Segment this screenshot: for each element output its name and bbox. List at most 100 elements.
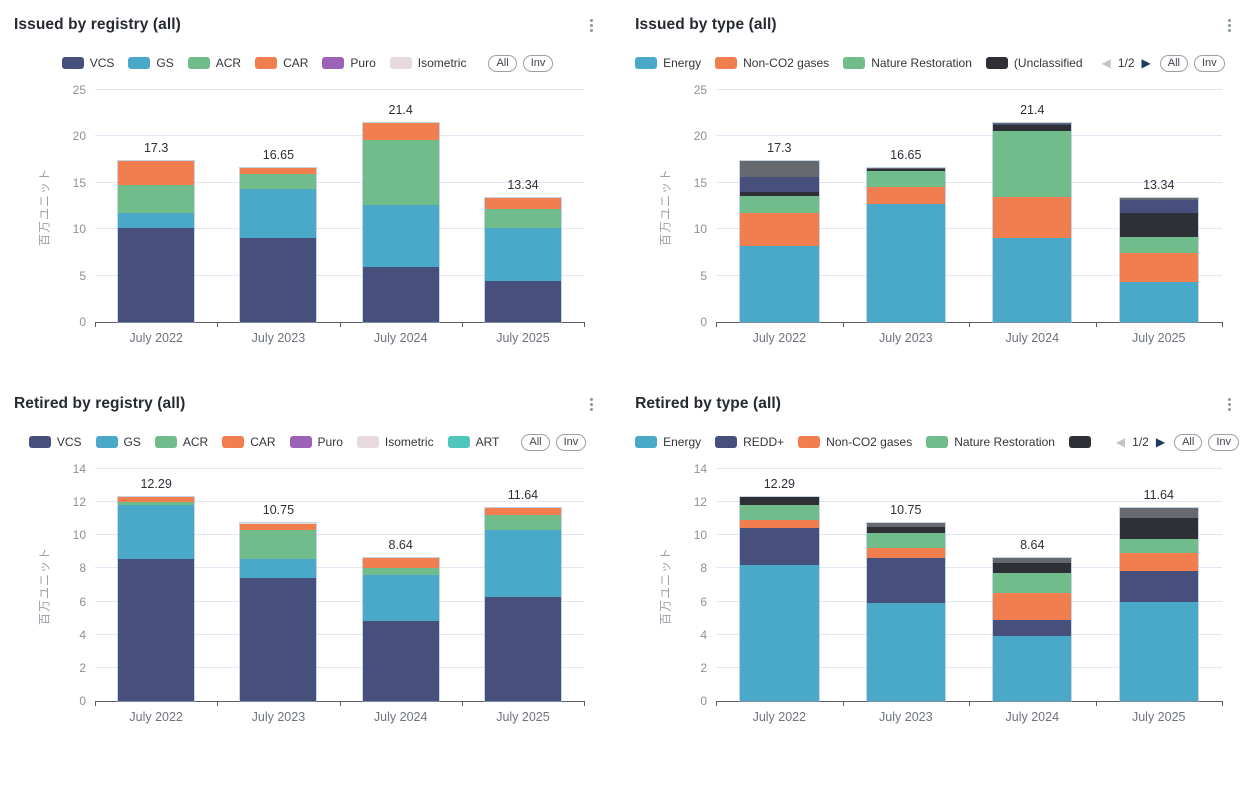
stacked-bar-july-2024[interactable] [361, 122, 440, 323]
bar-segment-unlabeled-gray-legend-p-2[interactable] [993, 557, 1072, 564]
bar-segment-vcs[interactable] [118, 228, 195, 322]
stacked-bar-july-2025[interactable] [1118, 507, 1199, 702]
bar-segment-acr[interactable] [485, 209, 561, 229]
stacked-bar-july-2022[interactable] [739, 496, 820, 702]
bar-segment-car[interactable] [362, 557, 439, 568]
bar-segment-car[interactable] [240, 167, 317, 175]
stacked-bar-july-2024[interactable] [361, 556, 440, 703]
bar-segment-redd[interactable] [1119, 570, 1198, 603]
bar-segment-nature-restoration[interactable] [740, 195, 819, 214]
stacked-bar-july-2023[interactable] [239, 166, 318, 323]
bar-segment-non-co2-gases[interactable] [993, 196, 1072, 238]
kebab-menu-icon[interactable] [1222, 395, 1237, 414]
bar-segment-redd[interactable] [1119, 199, 1198, 214]
legend-inv-button[interactable]: Inv [555, 433, 587, 451]
bar-segment-car[interactable] [362, 123, 439, 141]
legend-item-car[interactable]: CAR [255, 56, 308, 70]
stacked-bar-july-2023[interactable] [865, 166, 947, 323]
bar-segment-redd[interactable] [740, 527, 819, 566]
legend-item-car[interactable]: CAR [222, 435, 276, 449]
bar-segment-acr[interactable] [240, 174, 317, 190]
legend-item-vcs[interactable]: VCS [28, 435, 82, 449]
stacked-bar-july-2023[interactable] [239, 521, 318, 703]
bar-segment-energy[interactable] [740, 565, 819, 701]
bar-segment-unclassified[interactable] [740, 497, 819, 505]
bar-segment-energy[interactable] [866, 203, 945, 322]
bar-segment-non-co2-gases[interactable] [1119, 552, 1198, 571]
legend-item-isometric[interactable]: Isometric [389, 56, 466, 70]
kebab-menu-icon[interactable] [1222, 16, 1237, 35]
bar-segment-vcs[interactable] [240, 238, 317, 322]
bar-segment-vcs[interactable] [485, 596, 561, 701]
legend-item-puro[interactable]: Puro [322, 56, 376, 70]
bar-segment-nature-restoration[interactable] [866, 170, 945, 187]
bar-segment-acr[interactable] [485, 515, 561, 530]
bar-segment-unclassified[interactable] [740, 192, 819, 196]
bar-segment-car[interactable] [240, 523, 317, 530]
bar-segment-nature-restoration[interactable] [1119, 538, 1198, 553]
legend-item-nature-restoration[interactable]: Nature Restoration [926, 435, 1055, 449]
bar-segment-non-co2-gases[interactable] [866, 547, 945, 558]
legend-item-acr[interactable]: ACR [154, 435, 208, 449]
stacked-bar-july-2025[interactable] [484, 507, 562, 702]
bar-segment-unclassified[interactable] [993, 124, 1072, 131]
legend-next-icon[interactable]: ▶ [1155, 435, 1166, 449]
stacked-bar-july-2022[interactable] [117, 160, 196, 323]
legend-item-non-co2-gases[interactable]: Non-CO2 gases [798, 435, 912, 449]
kebab-menu-icon[interactable] [584, 395, 599, 414]
legend-next-icon[interactable]: ▶ [1141, 56, 1151, 70]
bar-segment-gs[interactable] [240, 558, 317, 579]
bar-segment-unclassified[interactable] [866, 168, 945, 171]
bar-segment-car[interactable] [118, 497, 195, 503]
bar-segment-acr[interactable] [362, 567, 439, 576]
bar-segment-unlabeled-gray-legend-p-2[interactable] [1119, 198, 1198, 200]
bar-segment-non-co2-gases[interactable] [740, 213, 819, 246]
legend-item-nature-restoration[interactable]: Nature Restoration [843, 56, 972, 70]
bar-segment-energy[interactable] [740, 245, 819, 322]
bar-segment-acr[interactable] [118, 184, 195, 213]
bar-segment-gs[interactable] [485, 228, 561, 282]
bar-segment-unclassified[interactable] [993, 563, 1072, 574]
bar-segment-nature-restoration[interactable] [1119, 236, 1198, 254]
legend-item-vcs[interactable]: VCS [61, 56, 114, 70]
legend-prev-icon[interactable]: ◀ [1101, 56, 1111, 70]
stacked-bar-july-2022[interactable] [117, 496, 196, 702]
legend-all-button[interactable]: All [1159, 54, 1188, 72]
legend-item-energy[interactable]: Energy [635, 435, 701, 449]
bar-segment-car[interactable] [485, 198, 561, 210]
bar-segment-redd[interactable] [993, 619, 1072, 637]
kebab-menu-icon[interactable] [584, 16, 599, 35]
bar-segment-gs[interactable] [118, 504, 195, 560]
bar-segment-vcs[interactable] [118, 559, 195, 701]
bar-segment-redd[interactable] [740, 177, 819, 193]
legend-item-energy[interactable]: Energy [635, 56, 701, 70]
bar-segment-gs[interactable] [118, 212, 195, 229]
legend-item-unclassified[interactable]: (Unclassified [985, 56, 1083, 70]
bar-segment-car[interactable] [485, 508, 561, 516]
bar-segment-gs[interactable] [362, 575, 439, 621]
legend-item-non-co2-gases[interactable]: Non-CO2 gases [715, 56, 829, 70]
bar-segment-vcs[interactable] [240, 578, 317, 701]
bar-segment-unclassified[interactable] [1119, 517, 1198, 539]
bar-segment-nature-restoration[interactable] [993, 573, 1072, 594]
stacked-bar-july-2023[interactable] [865, 521, 947, 703]
bar-segment-unclassified[interactable] [1119, 213, 1198, 237]
legend-inv-button[interactable]: Inv [522, 54, 554, 72]
bar-segment-non-co2-gases[interactable] [993, 593, 1072, 620]
legend-inv-button[interactable]: Inv [1208, 433, 1239, 451]
bar-segment-energy[interactable] [866, 603, 945, 701]
legend-all-button[interactable]: All [1174, 433, 1203, 451]
bar-segment-car[interactable] [118, 161, 195, 185]
bar-segment-vcs[interactable] [362, 620, 439, 701]
legend-item-art[interactable]: ART [447, 435, 499, 449]
bar-segment-nature-restoration[interactable] [866, 532, 945, 548]
stacked-bar-july-2022[interactable] [739, 160, 820, 323]
legend-all-button[interactable]: All [521, 433, 550, 451]
legend-item-gs[interactable]: GS [128, 56, 174, 70]
bar-segment-energy[interactable] [993, 636, 1072, 701]
bar-segment-vcs[interactable] [362, 267, 439, 322]
bar-segment-acr[interactable] [362, 140, 439, 206]
bar-segment-energy[interactable] [1119, 282, 1198, 322]
legend-item-acr[interactable]: ACR [187, 56, 241, 70]
bar-segment-redd[interactable] [866, 557, 945, 604]
